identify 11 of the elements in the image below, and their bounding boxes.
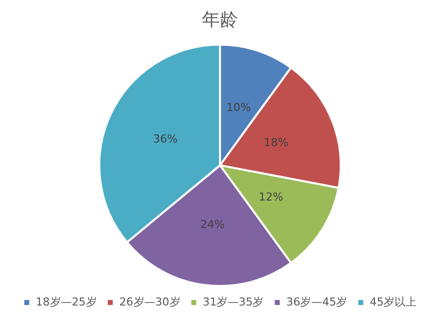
- data-label: 18%: [264, 136, 288, 149]
- legend-label: 18岁—25岁: [36, 295, 97, 308]
- data-label: 12%: [258, 190, 284, 204]
- data-label: 36%: [153, 132, 178, 146]
- data-label: 24%: [200, 218, 225, 232]
- legend-label: 36岁—45岁: [286, 295, 348, 308]
- chart-title: 年龄: [202, 9, 238, 30]
- legend-label: 26岁—30岁: [119, 295, 180, 308]
- legend-label: 31岁—35岁: [202, 295, 264, 308]
- legend-label: 45岁以上: [370, 295, 417, 308]
- data-label: 10%: [226, 100, 251, 114]
